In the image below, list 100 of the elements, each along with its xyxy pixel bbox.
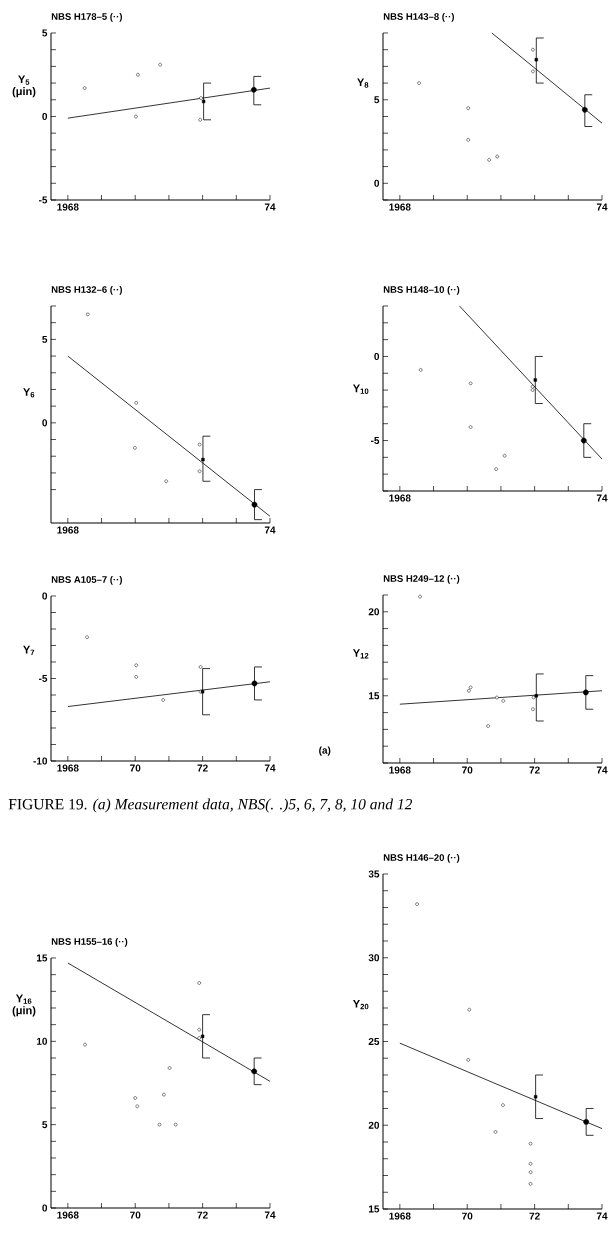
y-tick-label: 0 [42,419,48,427]
point [134,663,138,668]
point [157,1122,162,1127]
x-tick-label: 1968 [57,526,79,534]
x-tick-label: 1968 [389,494,411,502]
point [530,384,535,389]
point [531,69,535,74]
y-tick-label: 0 [42,112,48,121]
chart-title: NBS A105–7 (··) [51,575,122,585]
x-tick-label: 72 [529,766,540,774]
chart-title: NBS H146–20 (··) [383,853,460,863]
point [197,1027,201,1032]
point [173,1122,178,1127]
point [583,1119,590,1125]
point [468,381,473,386]
y-tick-label: 0 [42,592,48,600]
point [582,689,589,696]
point [528,1182,533,1186]
point [468,425,473,429]
point [468,685,473,690]
x-tick-label: 74 [264,1211,276,1219]
x-tick-label: 1968 [389,1212,411,1220]
y-tick-label: 0 [42,1204,48,1212]
chart-title: NBS H143–8 (··) [383,12,454,22]
point [133,446,137,450]
point [531,47,535,52]
point [133,1096,137,1100]
point [167,1066,172,1070]
point [250,86,257,93]
point [201,457,205,462]
x-tick-label: 70 [462,1212,473,1220]
x-tick-label: 70 [130,764,141,772]
point [417,81,421,85]
point [85,312,90,317]
caption: FIGURE 19. (a) Measurement data, NBS(. .)5, 6, 7, 8, 10 and 12 [8,798,413,813]
point [197,442,202,447]
point [197,981,201,985]
y-tick-label: 5 [42,1121,48,1129]
point [528,1162,533,1166]
x-tick-label: 1968 [389,766,411,774]
point [533,378,537,382]
y-axis-title: Y$_{7}$ [23,645,35,656]
y-tick-label: 35 [368,870,380,878]
point [528,1141,533,1146]
y-tick-label: 15 [368,1205,380,1213]
y-tick-label: 20 [368,608,380,616]
point [158,62,162,67]
text: (a) [319,746,331,756]
point [134,114,138,119]
point [502,453,507,458]
chart-title: NBS H155–16 (··) [51,937,128,947]
point [164,479,168,484]
y-tick-label: 25 [368,1037,380,1046]
point [199,96,203,100]
chart-title: NBS H178–5 (··) [51,12,122,22]
x-tick-label: 74 [596,1212,608,1220]
y-axis-title: Y$_{5}$ (μin) [12,75,36,98]
point [135,1104,139,1109]
point [161,698,165,702]
point [162,1092,166,1097]
y-tick-label: -5 [38,196,48,204]
chart-title: NBS H148–10 (··) [383,285,460,295]
point [531,707,535,711]
point [528,1170,533,1174]
point [494,467,498,471]
chart-title: NBS H249–12 (··) [383,574,460,584]
y-tick-label: -5 [370,437,380,445]
point [495,154,499,159]
y-axis-title: Y$_{16}$ (μin) [12,994,36,1017]
point [82,86,87,90]
x-tick-label: 74 [596,494,608,502]
point [466,106,470,110]
point [251,680,258,687]
x-tick-label: 70 [130,1211,141,1219]
point [533,1095,538,1099]
point [85,635,89,639]
y-tick-label: 15 [368,692,380,700]
y-axis-title: Y$_{8}$ [357,78,369,88]
chart-title: NBS H132–6 (··) [51,285,122,295]
x-tick-label: 72 [529,1212,540,1220]
point [418,368,423,372]
point [134,675,138,679]
point [197,469,202,473]
x-tick-label: 74 [264,526,276,534]
point [487,158,491,162]
y-tick-label: 5 [374,96,380,104]
x-tick-label: 72 [197,1211,208,1219]
point [495,695,499,700]
point [251,501,258,508]
point [580,437,587,444]
y-tick-label: 0 [374,352,380,360]
x-tick-label: 70 [462,766,473,774]
y-tick-label: 5 [42,335,48,343]
y-axis-title: Y$_{12}$ [352,649,369,659]
x-tick-label: 74 [264,203,276,211]
x-tick-label: 74 [596,766,608,774]
y-axis-title: Y$_{10}$ [352,384,369,394]
y-tick-label: 0 [374,179,380,187]
point [201,99,206,104]
point [418,594,422,599]
